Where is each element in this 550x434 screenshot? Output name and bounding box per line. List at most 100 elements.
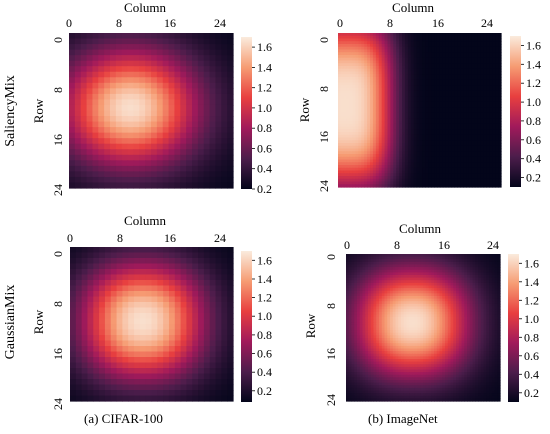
- heatmap-cell: [474, 35, 479, 40]
- heatmap-cell: [349, 112, 354, 117]
- heatmap-cell: [498, 170, 502, 174]
- heatmap-cell: [466, 52, 470, 56]
- heatmap-cell: [70, 395, 77, 402]
- heatmap-cell: [456, 259, 460, 263]
- heatmap-cell: [174, 291, 182, 298]
- heatmap-cell: [349, 71, 354, 75]
- heatmap-cell: [361, 63, 365, 67]
- heatmap-cell: [340, 143, 345, 147]
- heatmap-cell: [157, 302, 164, 309]
- heatmap-cell: [163, 373, 170, 380]
- heatmap-cell: [442, 88, 447, 92]
- heatmap-cell: [422, 90, 426, 95]
- heatmap-cell: [393, 107, 397, 111]
- heatmap-cell: [372, 140, 377, 144]
- heatmap-cell: [110, 71, 117, 78]
- heatmap-cell: [478, 254, 482, 258]
- heatmap-cell: [434, 165, 438, 169]
- heatmap-cell: [99, 390, 106, 397]
- heatmap-cell: [436, 63, 441, 67]
- heatmap-cell: [428, 49, 432, 53]
- heatmap-cell: [168, 132, 176, 139]
- heatmap-cell: [477, 132, 482, 136]
- heatmap-cell: [370, 126, 374, 130]
- heatmap-cell: [451, 99, 456, 103]
- heatmap-cell: [157, 384, 164, 391]
- heatmap-cell: [372, 66, 377, 70]
- heatmap-cell: [402, 107, 406, 111]
- heatmap-cell: [340, 52, 345, 56]
- heatmap-cell: [486, 167, 490, 172]
- heatmap-cell: [457, 178, 461, 183]
- heatmap-cell: [128, 351, 135, 358]
- heatmap-cell: [145, 33, 152, 40]
- heatmap-cell: [445, 151, 450, 155]
- heatmap-cell: [439, 104, 444, 108]
- heatmap-cell: [489, 104, 493, 108]
- heatmap-cell: [340, 60, 345, 64]
- heatmap-cell: [410, 55, 415, 59]
- heatmap-cell: [410, 93, 415, 97]
- heatmap-cell: [471, 41, 476, 45]
- heatmap-cell: [439, 167, 444, 172]
- heatmap-cell: [110, 346, 118, 353]
- heatmap-cell: [115, 165, 123, 172]
- heatmap-cell: [116, 296, 123, 303]
- heatmap-cell: [92, 99, 99, 106]
- heatmap-cell: [370, 121, 374, 125]
- heatmap-cell: [434, 104, 438, 108]
- heatmap-cell: [227, 38, 234, 45]
- heatmap-cell: [436, 71, 441, 75]
- heatmap-cell: [384, 46, 389, 51]
- heatmap-cell: [215, 296, 222, 303]
- heatmap-cell: [451, 132, 456, 136]
- heatmap-cell: [145, 88, 152, 95]
- heatmap-cell: [390, 110, 394, 114]
- heatmap-cell: [423, 256, 427, 260]
- heatmap-cell: [442, 112, 447, 117]
- heatmap-cell: [399, 33, 403, 37]
- heatmap-cell: [451, 44, 456, 48]
- heatmap-cell: [413, 162, 418, 166]
- heatmap-cell: [367, 85, 371, 89]
- heatmap-cell: [489, 132, 493, 136]
- heatmap-cell: [128, 357, 135, 364]
- heatmap-cell: [390, 173, 394, 177]
- heatmap-cell: [489, 77, 493, 81]
- heatmap-cell: [471, 165, 476, 169]
- heatmap-cell: [407, 68, 412, 73]
- heatmap-cell: [486, 118, 490, 122]
- heatmap-cell: [463, 41, 467, 45]
- heatmap-cell: [466, 176, 470, 180]
- heatmap-cell: [186, 340, 193, 347]
- heatmap-cell: [381, 165, 386, 169]
- heatmap-cell: [425, 167, 429, 172]
- heatmap-cell: [192, 127, 199, 134]
- heatmap-cell: [378, 52, 383, 56]
- heatmap-cell: [348, 259, 353, 263]
- heatmap-cell: [387, 85, 391, 89]
- heatmap-cell: [381, 132, 386, 136]
- heatmap-cell: [451, 33, 456, 37]
- heatmap-cell: [474, 66, 479, 70]
- heatmap-cell: [445, 82, 450, 86]
- heatmap-cell: [128, 335, 135, 342]
- heatmap-cell: [81, 373, 89, 380]
- heatmap-cell: [180, 104, 187, 112]
- heatmap-cell: [393, 140, 397, 144]
- heatmap-cell: [367, 46, 371, 51]
- heatmap-cell: [439, 112, 444, 117]
- heatmap-cell: [425, 60, 429, 64]
- heatmap-cell: [439, 170, 444, 174]
- heatmap-cell: [419, 60, 424, 64]
- heatmap-cell: [352, 184, 357, 188]
- heatmap-cell: [227, 116, 234, 123]
- heatmap-cell: [197, 93, 205, 101]
- heatmap-cell: [361, 55, 365, 59]
- heatmap-cell: [215, 263, 222, 270]
- heatmap-cell: [351, 259, 355, 263]
- heatmap-cell: [221, 93, 228, 101]
- heatmap-cell: [451, 79, 456, 84]
- heatmap-cell: [442, 143, 447, 147]
- heatmap-cell: [349, 145, 354, 150]
